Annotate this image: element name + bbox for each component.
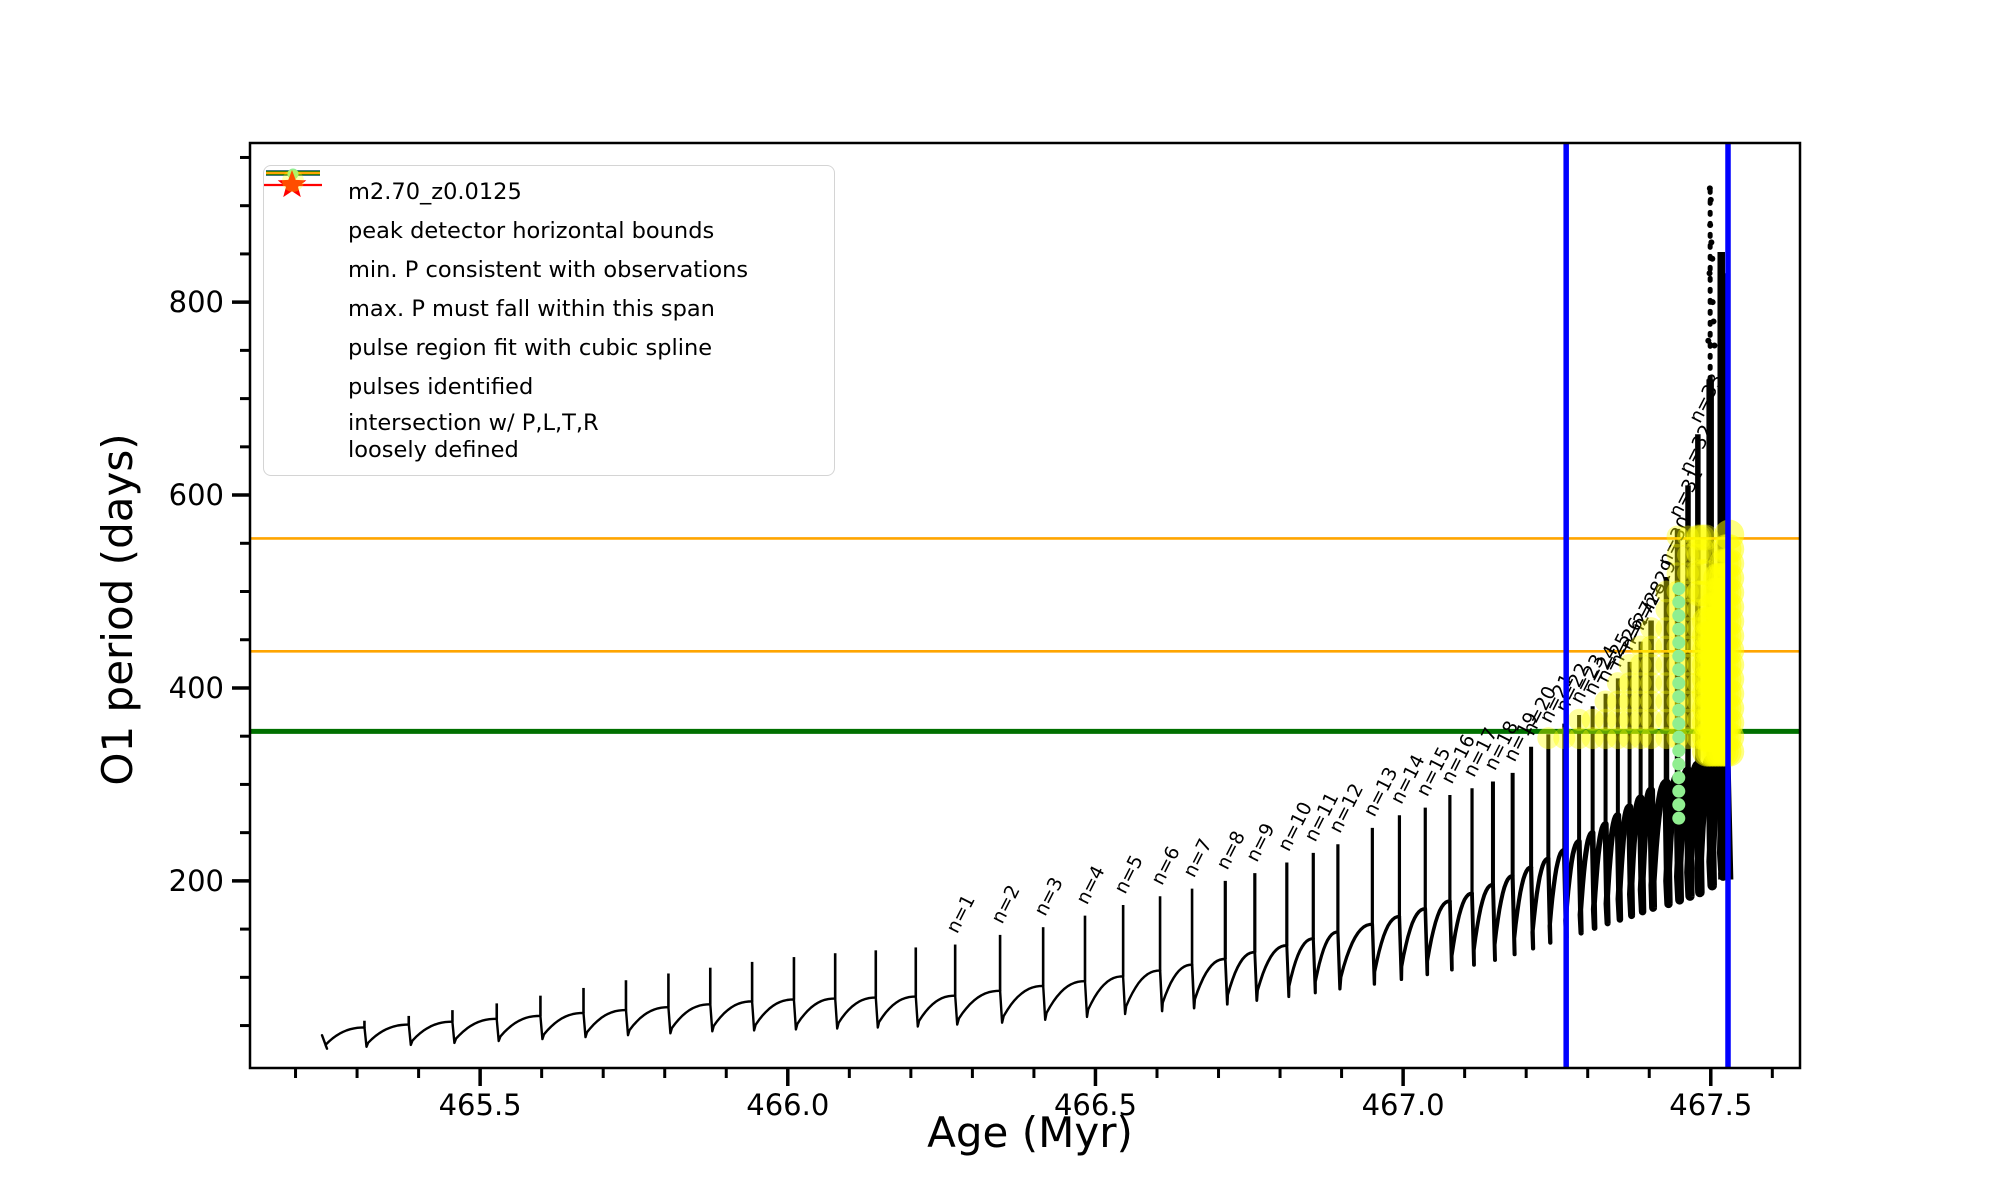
x-tick-label: 465.5 xyxy=(439,1088,522,1122)
legend-label: min. P consistent with observations xyxy=(348,257,749,284)
legend-label: max. P must fall within this span xyxy=(348,296,715,323)
data-series xyxy=(320,743,1734,1050)
legend-label: peak detector horizontal bounds xyxy=(348,218,715,245)
y-tick-label: 400 xyxy=(169,671,224,705)
x-axis-title: Age (Myr) xyxy=(927,1108,1133,1157)
y-tick-label: 200 xyxy=(169,864,224,898)
reference-hlines xyxy=(250,537,1800,734)
pulse-label: n=6 xyxy=(1147,843,1185,889)
legend-label: pulse region fit with cubic spline xyxy=(348,335,713,362)
spline-dots xyxy=(1672,582,1686,825)
blue-vlines xyxy=(1563,143,1731,1068)
pulse-label: n=7 xyxy=(1179,835,1217,881)
x-tick-label: 466.5 xyxy=(1054,1088,1137,1122)
y-axis-title: O1 period (days) xyxy=(93,433,142,786)
y-tick-label: 800 xyxy=(169,285,224,319)
pulse-label: n=5 xyxy=(1110,852,1148,898)
axes: 465.5 466.0 466.5 467.0 467.5 200 400 600 800 xyxy=(169,141,1802,1122)
legend-label: intersection w/ P,L,T,R loosely defined xyxy=(348,410,599,463)
x-tick-label: 467.5 xyxy=(1669,1088,1752,1122)
x-tick-label: 466.0 xyxy=(746,1088,829,1122)
legend: m2.70_z0.0125 peak detector horizontal b… xyxy=(263,165,835,477)
pulse-label: n=2 xyxy=(987,881,1025,927)
legend-entry-spline: pulse region fit with cubic spline xyxy=(276,168,818,365)
legend-label: m2.70_z0.0125 xyxy=(348,179,522,206)
legend-entry-bounds: peak detector horizontal bounds xyxy=(266,170,818,248)
pulse-label: n=3 xyxy=(1030,874,1068,920)
legend-entry-pulses: pulses identified xyxy=(264,170,818,404)
legend-entry-series: m2.70_z0.0125 xyxy=(266,170,818,209)
legend-entry-min-p: min. P consistent with observations xyxy=(266,170,818,287)
legend-label: pulses identified xyxy=(348,374,534,401)
pulse-label: n=1 xyxy=(942,891,980,937)
legend-entry-max-p: max. P must fall within this span xyxy=(266,171,818,326)
legend-entry-intersection: intersection w/ P,L,T,R loosely defined xyxy=(276,170,818,463)
y-tick-label: 600 xyxy=(169,478,224,512)
x-tick-label: 467.0 xyxy=(1362,1088,1445,1122)
pulse-label: n=4 xyxy=(1072,862,1110,908)
